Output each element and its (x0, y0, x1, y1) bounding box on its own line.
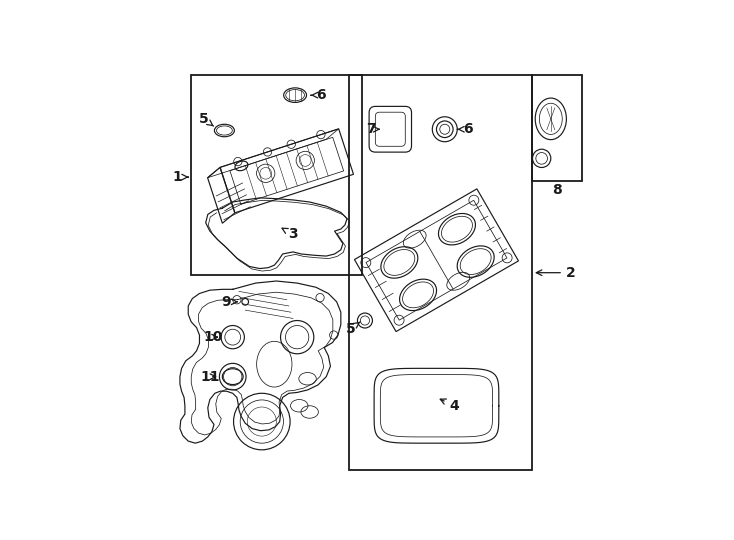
Text: 5: 5 (346, 322, 360, 336)
Bar (532, 75, 582, 181)
Text: 10: 10 (203, 330, 223, 344)
Text: 8: 8 (552, 184, 562, 198)
Text: 11: 11 (200, 370, 219, 383)
Bar (191, 75, 362, 275)
Text: 5: 5 (199, 112, 214, 126)
Text: 3: 3 (282, 227, 298, 241)
Text: 6: 6 (311, 88, 326, 102)
Text: 1: 1 (172, 170, 188, 184)
Bar (349, 75, 532, 470)
Text: 7: 7 (366, 122, 379, 136)
Text: 9: 9 (222, 295, 237, 309)
Text: 6: 6 (457, 122, 473, 136)
Text: 4: 4 (440, 399, 459, 413)
Text: 2: 2 (537, 266, 575, 280)
